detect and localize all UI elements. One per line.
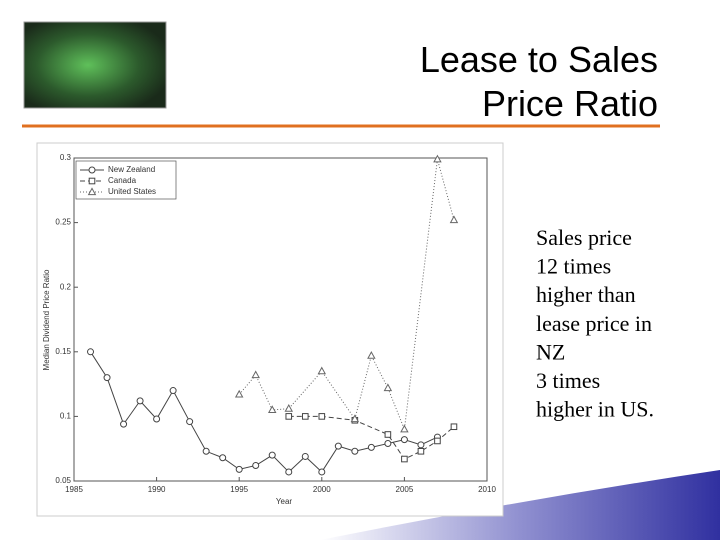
x-axis-label: Year [276,497,293,506]
marker [235,465,243,473]
marker [285,468,293,476]
marker [219,454,227,462]
marker [434,437,441,445]
x-tick-label: 1985 [65,485,83,494]
x-tick-label: 2005 [396,485,414,494]
marker [88,166,96,174]
marker [384,431,392,438]
body-line: Sales price [536,225,632,250]
decor-swoosh [320,470,720,540]
series-line [238,159,455,430]
marker [234,389,244,398]
x-tick-label: 2000 [313,485,331,494]
y-tick-label: 0.25 [55,218,71,227]
body-line: 12 times [536,254,611,279]
marker [334,442,342,450]
y-axis-label: Median Dividend Price Ratio [42,269,51,370]
legend-label: New Zealand [108,165,155,174]
marker [318,468,326,476]
y-tick-label: 0.1 [60,412,72,421]
slide-title: Price Ratio [482,83,658,124]
marker [449,215,459,224]
marker [367,351,376,359]
slide-title: Lease to Sales [420,39,658,80]
x-tick-label: 2010 [478,485,496,494]
y-tick-label: 0.05 [55,476,71,485]
legend-label: United States [108,187,156,196]
body-line: NZ [536,339,565,364]
body-text: Sales price 12 times higher than lease pric… [536,225,654,422]
marker [88,177,96,185]
marker [202,447,210,455]
body-line: 3 times [536,368,600,393]
y-tick-label: 0.15 [55,347,71,356]
series-line [90,351,438,473]
marker [120,420,128,428]
marker [169,387,177,395]
y-tick-label: 0.3 [60,153,72,162]
marker [87,187,97,196]
marker [136,397,144,405]
body-line: higher in US. [536,397,654,422]
series-line [288,415,455,460]
marker [417,447,425,455]
marker [153,415,161,423]
marker [367,443,375,451]
marker [268,451,276,459]
marker [384,440,392,448]
plot-area [73,157,488,482]
logo-image [23,21,167,109]
marker [417,441,425,449]
x-tick-label: 1995 [230,485,248,494]
marker [103,374,111,382]
legend-label: Canada [108,176,137,185]
marker [285,413,293,420]
marker [450,423,458,431]
marker [350,414,360,423]
marker [87,348,95,356]
marker [317,366,327,375]
marker [284,404,294,412]
body-line: higher than [536,282,636,307]
marker [433,154,442,163]
marker [318,413,326,420]
marker [301,452,309,460]
body-line: lease price in [536,311,652,336]
marker [351,447,359,455]
marker [251,370,260,379]
marker [401,455,408,463]
x-tick-label: 1990 [148,485,166,494]
marker [186,418,194,426]
marker [267,405,277,414]
marker [400,436,408,444]
marker [301,413,309,420]
marker [400,424,409,433]
y-tick-label: 0.2 [60,282,72,291]
marker [383,383,393,392]
marker [252,461,260,469]
